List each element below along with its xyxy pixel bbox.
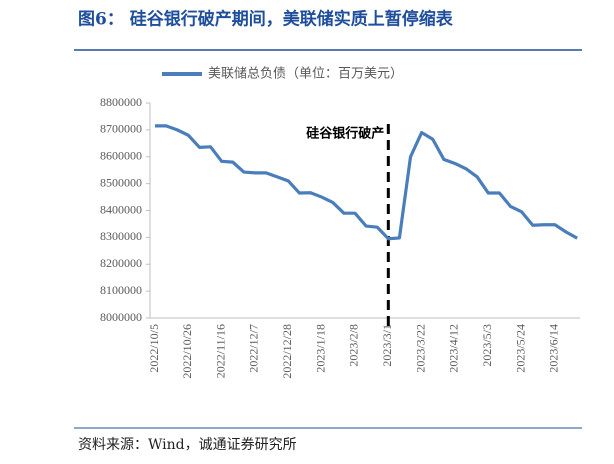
x-tick-label: 2023/5/3 (480, 324, 494, 367)
x-tick-label: 2023/3/1 (380, 324, 394, 367)
x-tick-label: 2022/11/16 (213, 324, 227, 378)
y-tick-label: 8100000 (100, 283, 142, 297)
source: 资料来源：Wind，诚通证券研究所 (78, 437, 297, 453)
annotation-text: 硅谷银行破产 (306, 126, 384, 142)
line (155, 124, 578, 241)
y-tick-label: 8200000 (100, 256, 142, 270)
y-tick-label: 8600000 (100, 149, 142, 163)
x-tick-label: 2023/6/14 (547, 324, 561, 373)
x-tick-label: 2022/12/7 (247, 324, 261, 373)
y-tick-label: 8800000 (100, 95, 142, 109)
y-tick-label: 8500000 (100, 175, 142, 189)
chart-title: 图6： 硅谷银行破产期间，美联储实质上暂停缩表 (78, 9, 454, 30)
y-tick-label: 8700000 (100, 122, 142, 136)
x-tick-label: 2023/4/12 (447, 324, 461, 373)
x-tick-label: 2022/10/5 (147, 324, 161, 373)
x-tick-label: 2023/2/8 (347, 324, 361, 367)
x-tick-label: 2023/3/22 (413, 324, 427, 373)
x-tick-label: 2022/12/28 (280, 324, 294, 379)
y-tick-label: 8300000 (100, 229, 142, 243)
legend-label: 美联储总负债（单位：百万美元） (208, 67, 403, 82)
x-tick-label: 2023/5/24 (513, 324, 527, 373)
y-tick-label: 8000000 (100, 310, 142, 324)
y-tick-label: 8400000 (100, 202, 142, 216)
x-tick-label: 2023/1/18 (313, 324, 327, 373)
x-tick-label: 2022/10/26 (180, 324, 194, 379)
